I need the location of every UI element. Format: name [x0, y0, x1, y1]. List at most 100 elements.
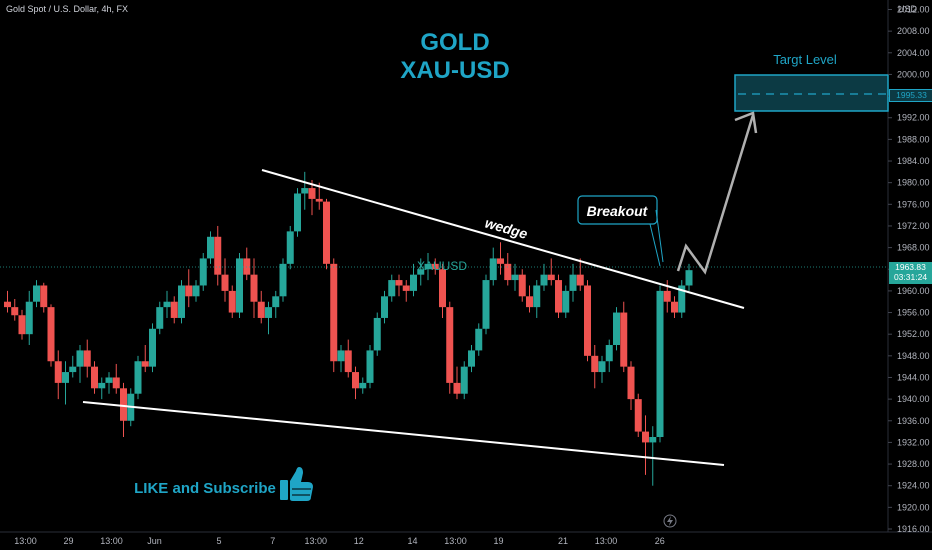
candle[interactable]	[569, 263, 577, 302]
candle[interactable]	[62, 361, 69, 405]
price-axis[interactable]: 1916.00 1920.00 1924.00 1928.00 1932.00 1936.…	[888, 5, 930, 535]
candle[interactable]	[584, 280, 591, 362]
candle[interactable]	[547, 258, 555, 286]
candle[interactable]	[76, 345, 84, 383]
candle[interactable]	[417, 258, 425, 286]
breakout-callout-box[interactable]	[577, 195, 658, 225]
candle[interactable]	[511, 263, 519, 291]
candle[interactable]	[112, 363, 120, 394]
candle[interactable]	[228, 285, 236, 318]
candle[interactable]	[156, 301, 164, 335]
candle[interactable]	[373, 312, 381, 356]
candle[interactable]	[562, 285, 570, 318]
candle[interactable]	[468, 345, 475, 373]
candle[interactable]	[243, 247, 251, 281]
candle[interactable]	[69, 355, 77, 378]
candle[interactable]	[294, 188, 301, 237]
candle[interactable]	[192, 280, 200, 302]
candle[interactable]	[591, 345, 599, 389]
candle[interactable]	[47, 304, 55, 367]
candle[interactable]	[54, 350, 62, 400]
candle[interactable]	[395, 274, 403, 297]
candle[interactable]	[453, 366, 461, 400]
candle[interactable]	[504, 253, 512, 286]
candle[interactable]	[272, 290, 280, 318]
candle[interactable]	[627, 361, 635, 410]
candle[interactable]	[221, 258, 229, 302]
candle[interactable]	[475, 323, 483, 356]
candle[interactable]	[352, 366, 359, 400]
candle[interactable]	[279, 258, 287, 302]
candle[interactable]	[163, 290, 171, 318]
candle[interactable]	[671, 296, 678, 318]
candle[interactable]	[642, 415, 649, 475]
wedge-lower-line[interactable]	[82, 401, 725, 466]
candle[interactable]	[257, 290, 265, 324]
candle[interactable]	[11, 299, 19, 321]
candle[interactable]	[410, 263, 417, 297]
candle[interactable]	[40, 282, 48, 313]
candle[interactable]	[141, 345, 149, 373]
candle[interactable]	[518, 269, 526, 302]
candle[interactable]	[120, 382, 127, 438]
candle[interactable]	[620, 301, 628, 373]
candle[interactable]	[533, 280, 541, 318]
candle[interactable]	[337, 345, 345, 373]
candle[interactable]	[605, 339, 613, 373]
candle[interactable]	[555, 274, 562, 318]
candle[interactable]	[250, 258, 258, 318]
candle[interactable]	[497, 242, 504, 275]
candle[interactable]	[431, 258, 439, 275]
candle[interactable]	[424, 253, 432, 281]
candle[interactable]	[460, 361, 468, 400]
candle[interactable]	[18, 309, 26, 340]
candle[interactable]	[381, 290, 388, 324]
candle[interactable]	[178, 280, 185, 324]
candle[interactable]	[308, 179, 316, 216]
candle[interactable]	[576, 258, 584, 291]
candle[interactable]	[185, 269, 193, 308]
candle[interactable]	[4, 290, 11, 313]
candle[interactable]	[446, 301, 454, 394]
candle[interactable]	[649, 426, 657, 486]
candle[interactable]	[598, 355, 606, 383]
candle[interactable]	[301, 171, 309, 210]
candle[interactable]	[286, 225, 294, 270]
candle[interactable]	[613, 307, 620, 351]
lightning-icon[interactable]	[663, 514, 677, 528]
candle[interactable]	[344, 339, 352, 378]
candle[interactable]	[199, 253, 207, 291]
candle[interactable]	[482, 274, 490, 335]
candle[interactable]	[439, 263, 446, 318]
candle[interactable]	[207, 231, 214, 264]
candle[interactable]	[134, 355, 142, 400]
candle[interactable]	[105, 372, 113, 394]
candle[interactable]	[634, 393, 642, 438]
candle[interactable]	[540, 263, 548, 291]
candle[interactable]	[83, 339, 91, 378]
candle[interactable]	[656, 285, 664, 443]
candle[interactable]	[33, 280, 40, 308]
projection-path[interactable]	[676, 114, 755, 275]
candle[interactable]	[91, 361, 98, 394]
candle[interactable]	[170, 296, 178, 324]
time-axis[interactable]: 13:00 29 13:00 Jun 5 7 13:00 12 14 13:00 19 21 13:00…	[14, 536, 665, 546]
candle[interactable]	[402, 280, 410, 302]
candle[interactable]	[359, 377, 367, 394]
candle[interactable]	[489, 247, 497, 286]
candle[interactable]	[214, 225, 222, 286]
candle[interactable]	[685, 263, 693, 291]
target-zone-box[interactable]	[734, 74, 889, 112]
candle[interactable]	[388, 274, 396, 302]
candle[interactable]	[366, 345, 374, 389]
candle[interactable]	[25, 290, 33, 346]
candle[interactable]	[330, 258, 338, 373]
candle[interactable]	[323, 198, 330, 270]
candle[interactable]	[149, 323, 156, 373]
candle[interactable]	[98, 377, 106, 400]
candle[interactable]	[678, 280, 686, 318]
candle[interactable]	[265, 301, 272, 335]
wedge-upper-line[interactable]	[261, 169, 745, 309]
candle[interactable]	[526, 285, 533, 313]
